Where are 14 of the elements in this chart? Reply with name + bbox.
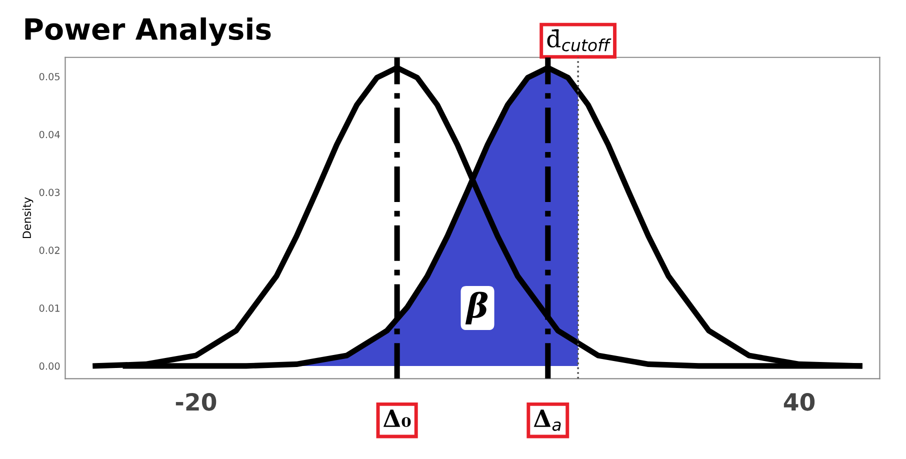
y-tick-label: 0.02 [39,246,60,254]
ref-line-label: d̄$_{cutoff}$ [547,29,612,52]
annotation: β [465,292,488,324]
y-tick-label: 0.01 [39,304,60,312]
y-tick-label: 0.03 [39,188,60,196]
y-axis-title: Density [22,197,34,238]
ref-line-label: Δ$_{a}$ [534,410,561,431]
x-tick-label: -20 [176,392,216,411]
y-tick-label: 0.00 [39,362,60,370]
ref-line-label: Δ₀ [383,410,411,427]
y-tick-label: 0.04 [39,130,60,138]
y-tick-label: 0.05 [39,72,60,80]
chart-title: Power Analysis [25,17,271,46]
x-tick-label: 40 [784,392,815,411]
